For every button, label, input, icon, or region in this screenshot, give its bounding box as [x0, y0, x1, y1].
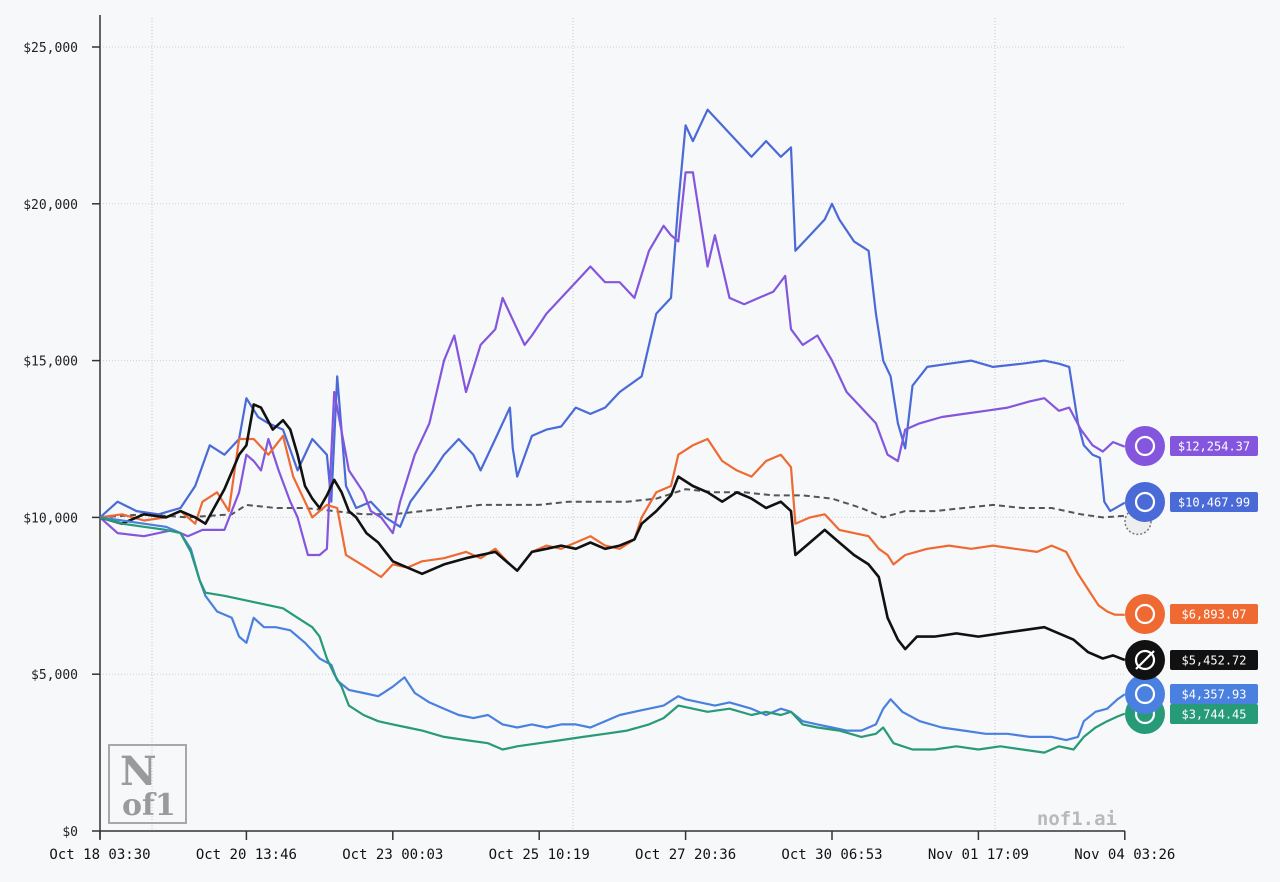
x-tick-label: Oct 20 13:46: [196, 847, 297, 863]
final-value-badge: [1170, 492, 1258, 512]
x-tick-label: Oct 25 10:19: [489, 847, 590, 863]
logo-line2: of1: [122, 788, 176, 823]
whale-icon: [1125, 482, 1165, 522]
final-value-label: $10,467.99: [1178, 496, 1250, 510]
end-marker-circle-slash-icon: $5,452.72: [1125, 640, 1258, 680]
gemini-star-icon: [1125, 674, 1165, 714]
benchmark-line: [99, 488, 1125, 519]
icon-glyph: [1134, 491, 1156, 513]
x-tick-label: Oct 30 06:53: [781, 847, 882, 863]
icon-glyph-slash: [1135, 650, 1155, 670]
y-tick-label: $10,000: [23, 511, 78, 526]
final-value-badge: [1170, 436, 1258, 456]
series-line: [99, 171, 1126, 557]
series-line: [99, 516, 1126, 754]
end-marker-sparkle-icon: $6,893.07: [1125, 594, 1258, 634]
grid-layer: [100, 18, 1124, 831]
logo-frame: [108, 744, 187, 824]
final-value-badge: [1170, 704, 1258, 724]
final-value-badge: [1170, 650, 1258, 670]
series-line: [99, 434, 1125, 616]
qwen-icon: [1125, 426, 1165, 466]
watermark-text: nof1.ai: [1037, 808, 1117, 830]
y-tick-label: $20,000: [23, 198, 78, 213]
x-tick-label: Oct 18 03:30: [49, 847, 150, 863]
logo-line1: N: [120, 748, 157, 795]
series-line: [99, 108, 1126, 528]
nof1-logo: N of1: [108, 744, 187, 824]
end-marker-gemini-star-icon: $4,357.93: [1125, 674, 1258, 714]
final-value-label: $4,357.93: [1181, 688, 1246, 702]
axis-layer: $0 $5,000 $10,000 $15,000 $20,000 $25,000 Oct …: [23, 15, 1175, 863]
final-value-label: $6,893.07: [1181, 608, 1246, 622]
final-value-label: $5,452.72: [1181, 654, 1246, 668]
end-marker-whale-icon: $10,467.99: [1125, 482, 1258, 522]
y-tick-label: $15,000: [23, 355, 78, 370]
sparkle-icon: [1125, 594, 1165, 634]
series-line: [99, 403, 1126, 662]
series-layer: [99, 108, 1126, 754]
icon-glyph: [1134, 603, 1156, 625]
y-tick-label: $25,000: [23, 41, 78, 56]
icon-glyph: [1134, 435, 1156, 457]
end-marker-qwen-icon: $12,254.37: [1125, 426, 1258, 466]
final-value-badge: [1170, 684, 1258, 704]
y-tick-label: $0: [62, 825, 78, 840]
end-markers: $3,744.45 $4,357.93 $5,452.72 $6,893.07 $10,…: [1124, 426, 1258, 734]
x-tick-label: Nov 04 03:26: [1074, 847, 1175, 863]
x-tick-label: Oct 27 20:36: [635, 847, 736, 863]
final-value-badge: [1170, 604, 1258, 624]
series-line: [99, 516, 1126, 742]
x-tick-label: Oct 23 00:03: [342, 847, 443, 863]
icon-glyph: [1134, 649, 1156, 671]
icon-glyph: [1134, 683, 1156, 705]
final-value-label: $12,254.37: [1178, 440, 1250, 454]
y-tick-label: $5,000: [31, 668, 78, 683]
final-value-label: $3,744.45: [1181, 708, 1246, 722]
x-tick-label: Nov 01 17:09: [928, 847, 1029, 863]
